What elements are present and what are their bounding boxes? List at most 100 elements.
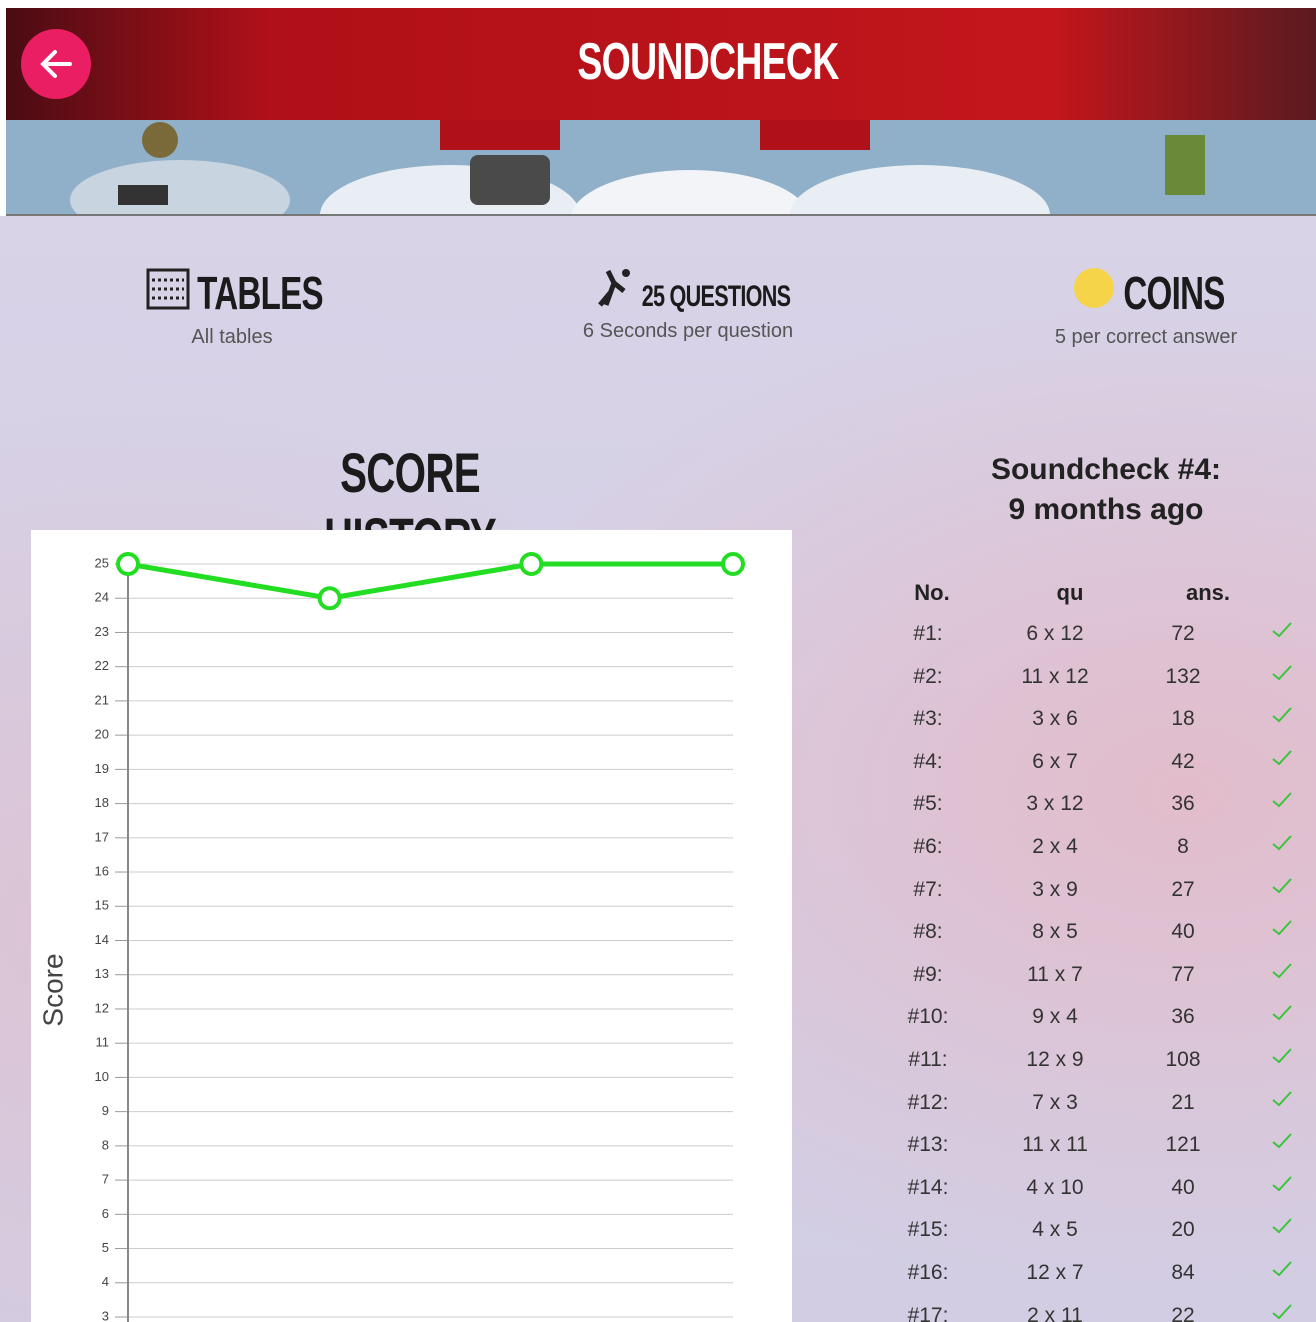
info-subtitle: All tables — [132, 326, 332, 349]
y-tick-label: 20 — [95, 727, 109, 742]
y-tick-label: 16 — [95, 863, 109, 878]
table-cell: 21 — [1113, 1091, 1253, 1115]
table-cell: 8 x 5 — [985, 920, 1125, 944]
table-cell: #16: — [858, 1261, 998, 1285]
table-cell: #17: — [858, 1304, 998, 1322]
check-icon — [1270, 663, 1294, 683]
table-cell: 2 x 4 — [985, 835, 1125, 859]
y-tick-label: 18 — [95, 795, 109, 810]
check-mark — [1273, 1134, 1291, 1147]
table-cell: 36 — [1113, 792, 1253, 816]
y-tick-label: 21 — [95, 692, 109, 707]
table-cell: #15: — [858, 1218, 998, 1242]
table-cell: 3 x 12 — [985, 792, 1125, 816]
y-tick-label: 11 — [96, 1035, 110, 1050]
check-mark — [1273, 1305, 1291, 1318]
table-cell: #5: — [858, 792, 998, 816]
table-cell: 121 — [1113, 1133, 1253, 1157]
table-cell: 77 — [1113, 963, 1253, 987]
table-cell: 108 — [1113, 1048, 1253, 1072]
check-icon — [1270, 1003, 1294, 1023]
table-cell: 36 — [1113, 1005, 1253, 1029]
table-cell: 11 x 7 — [985, 963, 1125, 987]
table-cell: #11: — [858, 1048, 998, 1072]
check-icon — [1270, 1174, 1294, 1194]
info-subtitle: 6 Seconds per question — [548, 320, 828, 343]
check-mark — [1273, 964, 1291, 977]
y-tick-label: 24 — [95, 590, 109, 605]
point — [118, 554, 138, 574]
table-cell: #14: — [858, 1176, 998, 1200]
y-tick-label: 3 — [102, 1308, 109, 1322]
table-cell: #7: — [858, 878, 998, 902]
table-cell: 3 x 6 — [985, 707, 1125, 731]
back-button[interactable] — [20, 28, 92, 100]
check-mark — [1273, 1006, 1291, 1019]
table-cell: 8 — [1113, 835, 1253, 859]
table-cell: 6 x 12 — [985, 622, 1125, 646]
coin-icon — [1072, 266, 1116, 310]
table-cell: #9: — [858, 963, 998, 987]
check-mark — [1273, 921, 1291, 934]
line — [128, 564, 733, 598]
info-subtitle: 5 per correct answer — [1006, 326, 1286, 349]
chart: Score 3456789101112131415161718192021222… — [31, 530, 792, 1322]
check-icon — [1270, 1259, 1294, 1279]
check-mark — [1273, 751, 1291, 764]
table-cell: 4 x 5 — [985, 1218, 1125, 1242]
check-icon — [1270, 620, 1294, 640]
check-icon — [1270, 1089, 1294, 1109]
y-tick-label: 19 — [95, 761, 109, 776]
table-cell: #13: — [858, 1133, 998, 1157]
check-icon — [1270, 1302, 1294, 1322]
check-mark — [1273, 793, 1291, 806]
check-mark — [1273, 836, 1291, 849]
check-icon — [1270, 876, 1294, 896]
table-cell: 40 — [1113, 920, 1253, 944]
table-cell: 6 x 7 — [985, 750, 1125, 774]
check-mark — [1273, 1177, 1291, 1190]
y-tick-label: 23 — [95, 624, 109, 639]
table-cell: 132 — [1113, 665, 1253, 689]
tables-icon — [146, 268, 192, 310]
table-cell: #6: — [858, 835, 998, 859]
y-tick-label: 7 — [102, 1172, 109, 1187]
check-icon — [1270, 705, 1294, 725]
y-axis-label: Score — [37, 953, 68, 1026]
point — [521, 554, 541, 574]
table-cell: 2 x 11 — [985, 1304, 1125, 1322]
table-cell: 3 x 9 — [985, 878, 1125, 902]
table-cell: #10: — [858, 1005, 998, 1029]
table-cell: 40 — [1113, 1176, 1253, 1200]
y-tick-label: 15 — [95, 898, 109, 913]
table-cell: 72 — [1113, 622, 1253, 646]
y-tick-label: 25 — [95, 555, 109, 570]
y-tick-label: 5 — [102, 1240, 109, 1255]
check-mark — [1273, 708, 1291, 721]
column-header: ans. — [1138, 580, 1278, 606]
check-mark — [1273, 1219, 1291, 1232]
table-title-line: Soundcheck #4: — [936, 450, 1276, 490]
table-cell: 18 — [1113, 707, 1253, 731]
check-icon — [1270, 918, 1294, 938]
table-cell: 4 x 10 — [985, 1176, 1125, 1200]
y-tick-label: 9 — [102, 1103, 109, 1118]
y-tick-label: 17 — [95, 829, 109, 844]
check-mark — [1273, 666, 1291, 679]
column-header: No. — [862, 580, 1002, 606]
table-cell: 11 x 12 — [985, 665, 1125, 689]
info-title: TABLES — [188, 266, 332, 320]
check-icon — [1270, 961, 1294, 981]
check-icon — [1270, 1131, 1294, 1151]
info-title: 25 QUESTIONS — [637, 280, 795, 314]
table-cell: #4: — [858, 750, 998, 774]
check-mark — [1273, 623, 1291, 636]
table-cell: #8: — [858, 920, 998, 944]
table-cell: 12 x 7 — [985, 1261, 1125, 1285]
table-cell: #12: — [858, 1091, 998, 1115]
check-icon — [1270, 1046, 1294, 1066]
table-cell: 20 — [1113, 1218, 1253, 1242]
table-cell: 42 — [1113, 750, 1253, 774]
check-icon — [1270, 1216, 1294, 1236]
